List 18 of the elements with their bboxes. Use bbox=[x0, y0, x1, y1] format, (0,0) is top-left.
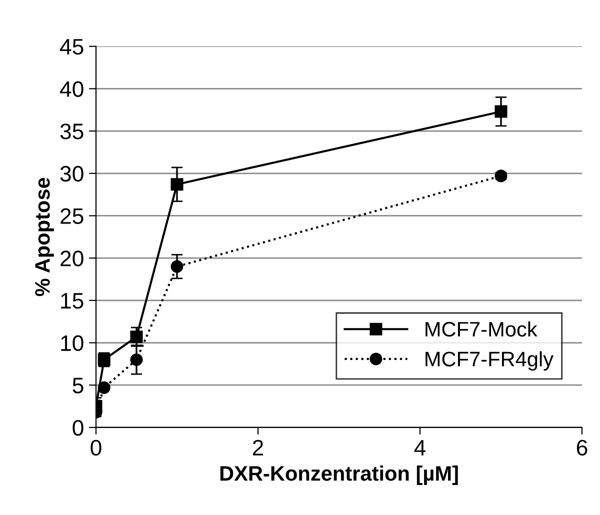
y-tick-label: 0 bbox=[72, 420, 84, 436]
y-tick-label: 40 bbox=[60, 81, 84, 97]
y-tick-label: 30 bbox=[60, 166, 84, 182]
y-tick-label: 45 bbox=[60, 39, 84, 55]
legend-label: MCF7-FR4gly bbox=[426, 351, 554, 371]
x-axis-title: DXR-Konzentration [µM] bbox=[220, 466, 458, 485]
y-tick-label: 15 bbox=[61, 293, 84, 309]
x-tick-label: 4 bbox=[414, 440, 426, 456]
y-tick-label: 25 bbox=[60, 208, 84, 224]
x-tick-label: 0 bbox=[90, 440, 102, 456]
legend-label: MCF7-Mock bbox=[426, 321, 538, 337]
y-tick-label: 35 bbox=[60, 124, 84, 140]
x-tick-label: 6 bbox=[576, 440, 588, 456]
y-tick-label: 5 bbox=[72, 378, 84, 394]
y-axis-title: % Apoptose bbox=[35, 178, 54, 296]
y-tick-label: 20 bbox=[60, 250, 84, 266]
y-tick-label: 10 bbox=[61, 335, 84, 352]
x-tick-label: 2 bbox=[252, 440, 264, 456]
